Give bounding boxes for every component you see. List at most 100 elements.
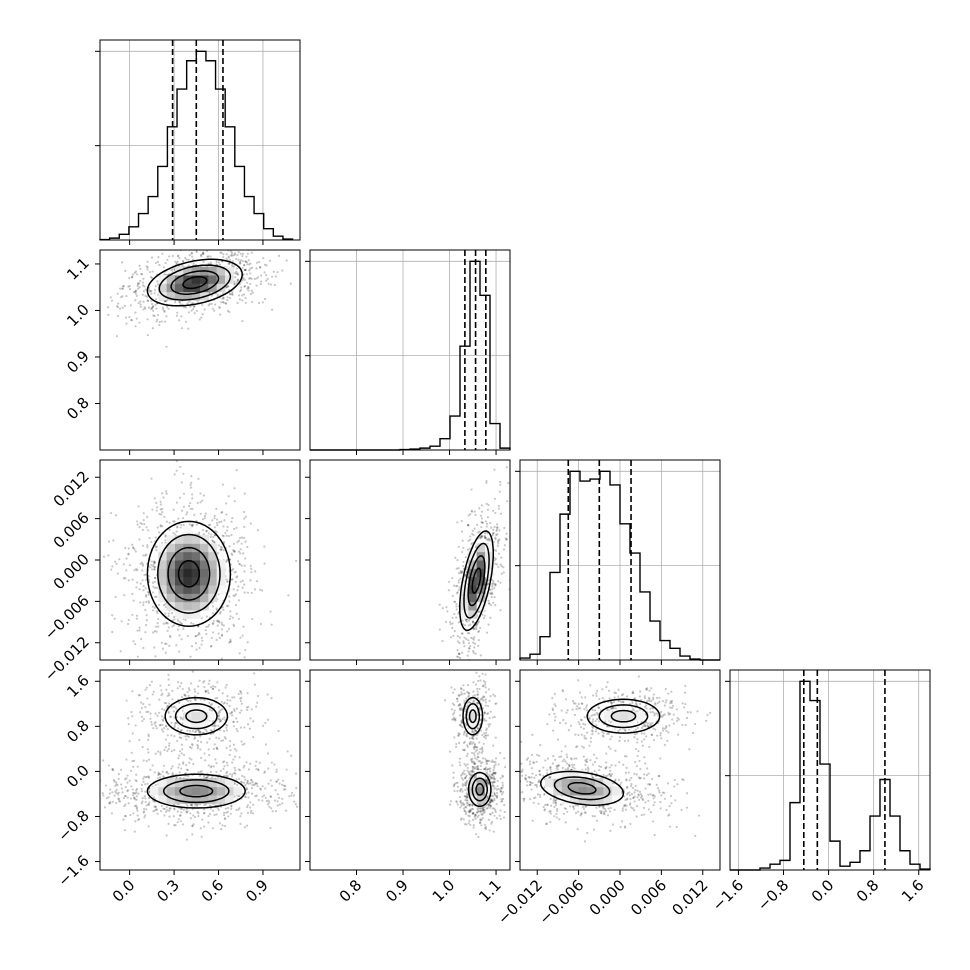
scatter-point	[495, 702, 498, 705]
scatter-point	[470, 543, 473, 546]
scatter-point	[457, 652, 461, 656]
scatter-point	[217, 724, 220, 727]
scatter-point	[473, 762, 476, 765]
scatter-point	[494, 760, 497, 764]
scatter-point	[479, 810, 482, 813]
scatter-point	[201, 528, 205, 532]
scatter-point	[476, 523, 479, 526]
scatter-point	[471, 769, 474, 772]
scatter-point	[178, 620, 182, 624]
scatter-point	[498, 490, 501, 493]
scatter-point	[134, 311, 137, 314]
scatter-point	[163, 808, 166, 811]
scatter-point	[483, 732, 486, 735]
scatter-point	[460, 691, 463, 694]
scatter-point	[488, 773, 491, 776]
scatter-point	[228, 745, 232, 748]
scatter-point	[115, 788, 118, 792]
scatter-point	[238, 298, 242, 301]
scatter-point	[496, 785, 499, 788]
scatter-point	[465, 620, 468, 623]
contour-level	[179, 784, 214, 798]
scatter-point	[245, 824, 249, 827]
scatter-point	[467, 639, 470, 642]
contour-level	[185, 709, 208, 724]
scatter-point	[95, 795, 97, 797]
scatter-point	[144, 688, 147, 691]
scatter-point	[250, 591, 253, 595]
scatter-point	[169, 715, 173, 718]
scatter-point	[218, 305, 221, 309]
scatter-point	[211, 827, 215, 830]
scatter-point	[462, 640, 465, 643]
scatter-point	[472, 741, 475, 744]
scatter-point	[211, 612, 214, 615]
scatter-point	[142, 554, 145, 557]
scatter-point	[111, 565, 114, 568]
density-cell	[158, 283, 168, 293]
scatter-point	[167, 612, 170, 615]
scatter-point	[171, 773, 174, 776]
scatter-point	[481, 746, 484, 749]
scatter-point	[223, 661, 225, 663]
scatter-point	[241, 319, 244, 323]
scatter-point	[243, 278, 247, 281]
scatter-point	[456, 521, 459, 524]
scatter-point	[183, 694, 186, 697]
scatter-point	[214, 758, 217, 761]
scatter-point	[206, 625, 210, 628]
scatter-point	[153, 568, 156, 571]
scatter-point	[138, 588, 141, 591]
scatter-point	[465, 637, 468, 641]
scatter-point	[485, 779, 488, 782]
scatter-point	[228, 545, 231, 548]
scatter-point	[259, 283, 262, 286]
scatter-point	[139, 601, 142, 604]
scatter-point	[494, 736, 497, 739]
scatter-point	[188, 745, 192, 749]
scatter-point	[188, 523, 191, 526]
scatter-point	[501, 784, 504, 787]
scatter-point	[496, 540, 500, 543]
scatter-point	[236, 273, 240, 276]
scatter-point	[467, 691, 470, 695]
scatter-point	[484, 683, 487, 686]
scatter-point	[235, 281, 238, 284]
density-cell	[183, 585, 193, 594]
scatter-point	[255, 267, 258, 270]
scatter-point	[480, 510, 484, 513]
scatter-point	[196, 747, 199, 750]
density-cell	[175, 610, 184, 619]
scatter-point	[264, 787, 267, 790]
scatter-point	[257, 768, 260, 771]
scatter-point	[503, 810, 506, 814]
scatter-point	[92, 786, 94, 788]
scatter-point	[140, 272, 143, 276]
scatter-point	[107, 540, 111, 543]
scatter-point	[479, 821, 482, 824]
scatter-point	[142, 810, 146, 813]
scatter-point	[239, 563, 242, 566]
scatter-point	[521, 466, 523, 468]
scatter-point	[153, 771, 156, 774]
scatter-point	[498, 529, 501, 532]
scatter-point	[486, 582, 490, 585]
scatter-point	[468, 819, 471, 823]
scatter-point	[222, 255, 225, 259]
scatter-point	[463, 772, 466, 776]
scatter-point	[218, 263, 222, 266]
scatter-point	[235, 526, 238, 529]
scatter-point	[477, 835, 480, 839]
scatter-point	[210, 765, 213, 768]
scatter-point	[295, 805, 299, 808]
scatter-point	[177, 517, 180, 520]
scatter-point	[455, 602, 458, 606]
scatter-point	[117, 302, 120, 305]
scatter-point	[251, 783, 254, 786]
scatter-point	[257, 276, 260, 279]
scatter-point	[140, 522, 143, 525]
scatter-point	[456, 697, 459, 700]
scatter-point	[213, 724, 216, 727]
scatter-point	[228, 262, 231, 266]
scatter-point	[461, 539, 464, 542]
